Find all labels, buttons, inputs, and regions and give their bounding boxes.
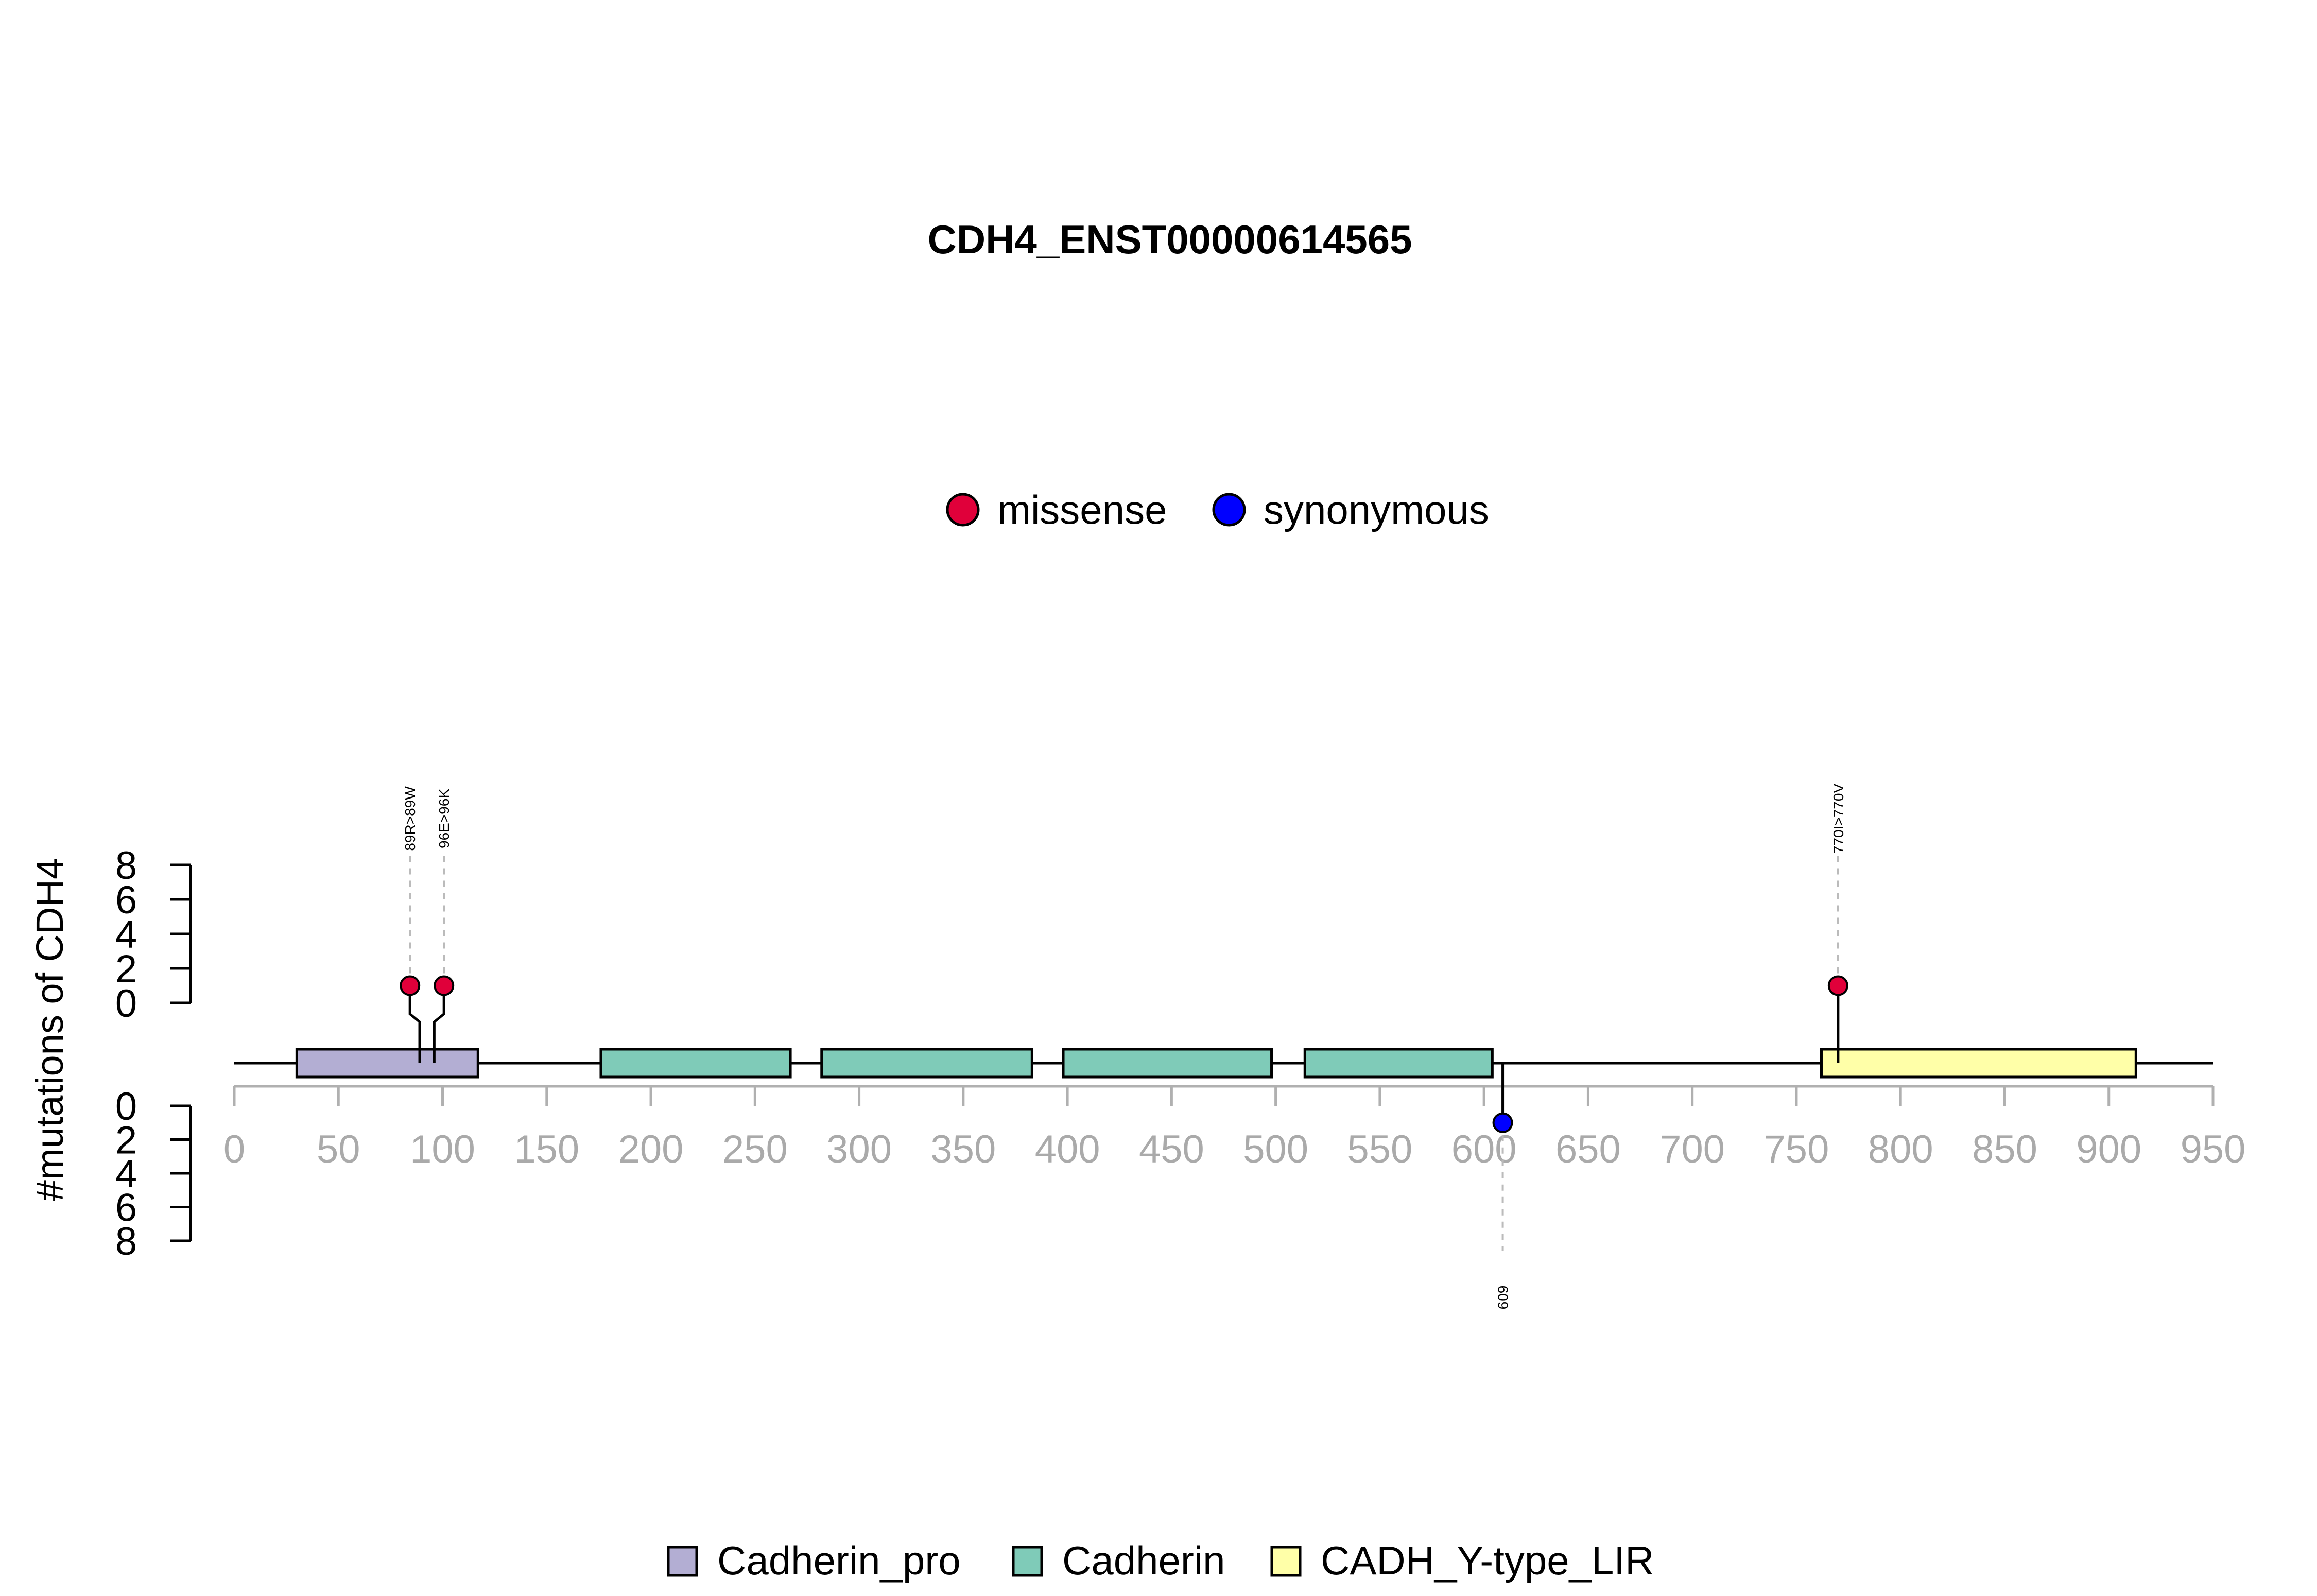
domain-legend-label: CADH_Y-type_LIR	[1321, 1538, 1654, 1583]
y-tick-label-top: 0	[115, 982, 137, 1026]
legend-label-missense: missense	[997, 487, 1167, 532]
x-tick-label: 300	[826, 1127, 892, 1171]
lollipop-stem	[433, 985, 445, 1063]
domain-legend-swatch	[1270, 1546, 1302, 1577]
mutation-legend: missense synonymous	[946, 487, 1489, 532]
lollipop-head-synonymous	[1492, 1112, 1513, 1133]
x-tick-label: 700	[1659, 1127, 1725, 1171]
domains	[234, 1048, 2213, 1079]
x-tick-label: 50	[317, 1127, 360, 1171]
domain-legend-swatch	[667, 1546, 698, 1577]
mutation-label: 89R>89W	[402, 786, 418, 851]
lollipop-head-missense	[1827, 975, 1848, 996]
domain-legend-swatch	[1012, 1546, 1043, 1577]
lollipops: 89R>89W 96E>96K 770I>770V 609	[400, 784, 1848, 1310]
x-tick-label: 350	[930, 1127, 996, 1171]
legend-label-synonymous: synonymous	[1264, 487, 1489, 532]
x-tick-label: 250	[722, 1127, 788, 1171]
lollipop-head-missense	[434, 975, 455, 996]
legend-swatch-missense	[946, 493, 980, 527]
x-tick-label: 0	[223, 1127, 245, 1171]
y-tick-label-bottom: 2	[115, 1119, 137, 1163]
mutation-label: 96E>96K	[436, 789, 452, 848]
y-tick-label-top: 2	[115, 947, 137, 991]
y-axis-label: #mutations of CDH4	[28, 858, 71, 1201]
y-tick-label-bottom: 6	[115, 1186, 137, 1230]
mutation-label: 609	[1495, 1286, 1511, 1310]
x-tick-label: 600	[1451, 1127, 1517, 1171]
mutation-label: 770I>770V	[1830, 784, 1846, 854]
domain-legend-label: Cadherin	[1062, 1538, 1225, 1583]
x-tick-label: 850	[1972, 1127, 2037, 1171]
chart-title: CDH4_ENST00000614565	[928, 217, 1412, 262]
x-tick-label: 550	[1347, 1127, 1412, 1171]
y-tick-label-top: 8	[115, 844, 137, 888]
x-tick-label: 750	[1764, 1127, 1829, 1171]
domain-legend-label: Cadherin_pro	[717, 1538, 961, 1583]
x-tick-label: 150	[514, 1127, 579, 1171]
y-tick-label-top: 4	[115, 913, 137, 957]
domain-cadherin-pro	[295, 1048, 479, 1079]
axes: 0 50 100 150 200 250 300 350 400 450 500 550 600 650 7…	[115, 844, 2246, 1263]
domain-cadh-y-type-lir	[1820, 1048, 2137, 1079]
y-tick-label-bottom: 4	[115, 1152, 137, 1196]
x-tick-label: 900	[2076, 1127, 2141, 1171]
x-tick-label: 500	[1243, 1127, 1308, 1171]
x-tick-label: 800	[1868, 1127, 1933, 1171]
y-tick-label-bottom: 0	[115, 1085, 137, 1129]
x-tick-label: 650	[1555, 1127, 1621, 1171]
y-tick-label-top: 6	[115, 878, 137, 922]
lollipop-head-missense	[400, 975, 421, 996]
domain-cadherin	[599, 1048, 792, 1079]
x-tick-label: 950	[2181, 1127, 2246, 1171]
domain-cadherin	[820, 1048, 1033, 1079]
x-tick-label: 100	[410, 1127, 475, 1171]
legend-swatch-synonymous	[1212, 493, 1246, 527]
lollipop-stem	[408, 985, 421, 1063]
x-tick-label: 200	[618, 1127, 684, 1171]
x-tick-label: 450	[1139, 1127, 1204, 1171]
x-tick-label: 400	[1035, 1127, 1100, 1171]
y-tick-label-bottom: 8	[115, 1220, 137, 1263]
domain-cadherin	[1062, 1048, 1273, 1079]
domain-legend: Cadherin_pro Cadherin CADH_Y-type_LIR	[667, 1538, 1654, 1583]
domain-cadherin	[1303, 1048, 1494, 1079]
